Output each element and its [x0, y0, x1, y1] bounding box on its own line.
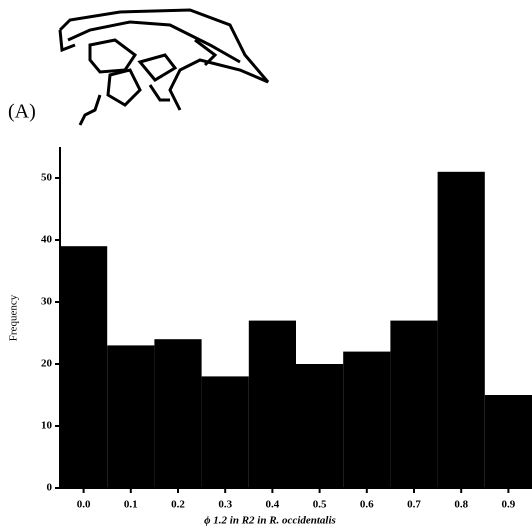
bar	[437, 171, 485, 489]
y-tick-label: 40	[41, 234, 53, 246]
x-tick-label: 0.9	[502, 499, 516, 511]
x-tick-label: 0.1	[124, 499, 138, 511]
bar	[484, 395, 532, 488]
y-axis-label: Frequency	[8, 294, 20, 341]
x-tick-label: 0.4	[266, 499, 280, 511]
x-tick-label: 0.2	[171, 499, 185, 511]
insect-drawing	[58, 8, 270, 126]
x-axis-label: ϕ 1.2 in R2 in R. occidentalis	[204, 515, 336, 527]
bar	[296, 364, 344, 488]
y-tick-label: 20	[41, 358, 53, 370]
bar	[343, 351, 391, 488]
y-tick-label: 50	[41, 172, 53, 184]
x-tick-label: 0.0	[77, 499, 91, 511]
x-tick-label: 0.6	[360, 499, 374, 511]
x-tick-label: 0.5	[313, 499, 327, 511]
panel-label: (A)	[8, 101, 36, 123]
x-tick-label: 0.3	[218, 499, 232, 511]
y-tick-label: 0	[47, 482, 53, 494]
x-tick-label: 0.7	[407, 499, 421, 511]
bar	[390, 320, 438, 488]
bar	[107, 345, 155, 488]
y-tick-label: 10	[41, 420, 53, 432]
bar	[60, 246, 108, 488]
x-tick-label: 0.8	[454, 499, 468, 511]
bar	[201, 376, 249, 488]
bar	[154, 339, 202, 488]
y-tick-label: 30	[41, 296, 53, 308]
bar	[248, 320, 296, 488]
